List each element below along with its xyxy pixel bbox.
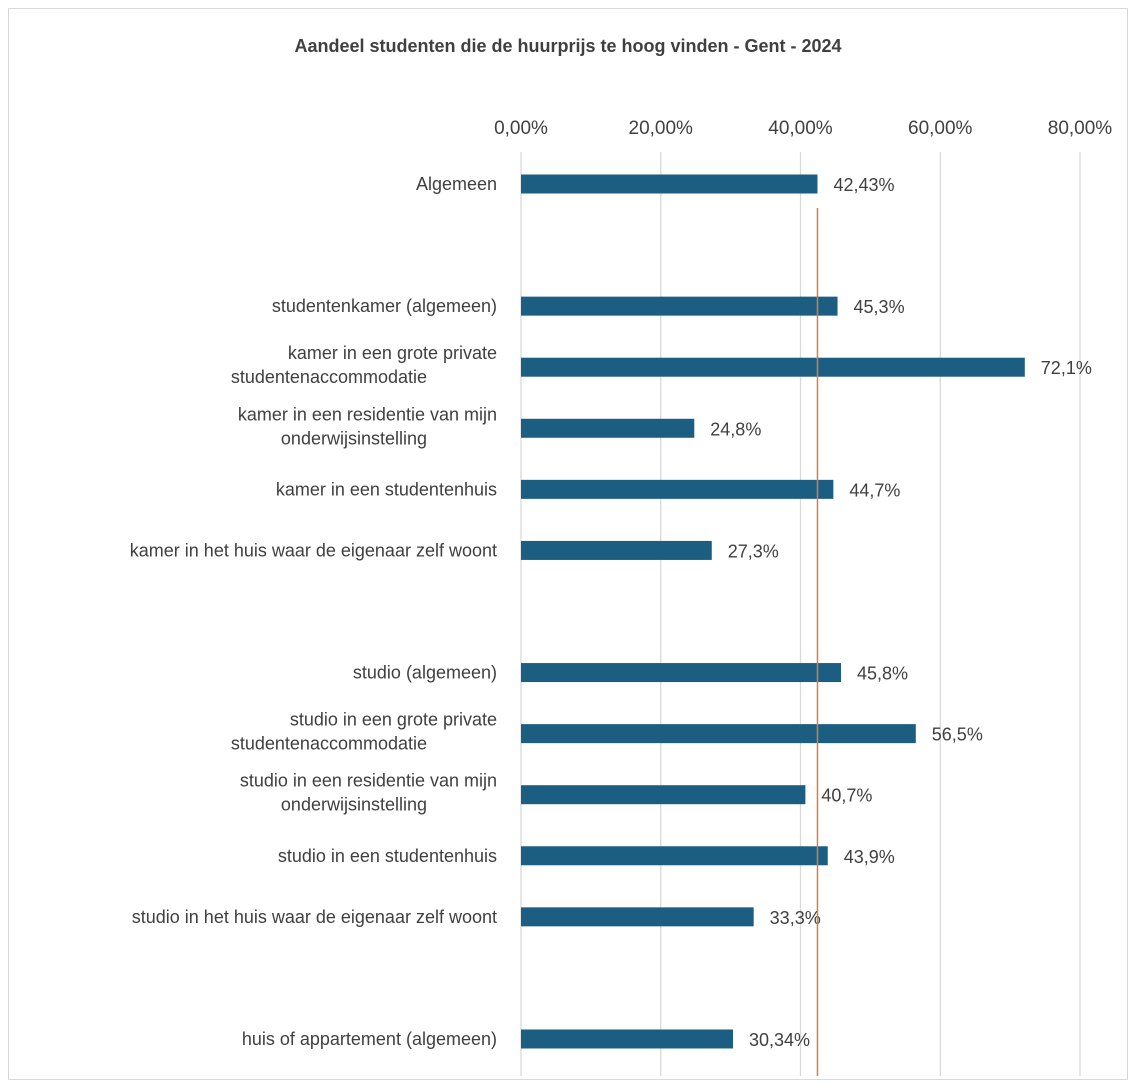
category-label: studio in een grote private studentenacco… (231, 710, 497, 754)
data-label: 24,8% (710, 419, 761, 439)
category-label: studio in het huis waar de eigenaar zelf… (132, 907, 497, 927)
data-label: 42,43% (833, 175, 894, 195)
category-labels: Algemeen studentenkamer (algemeen) kamer i… (130, 174, 497, 1049)
category-label: kamer in een residentie van mijn onderwij… (238, 404, 497, 448)
data-label: 44,7% (849, 480, 900, 500)
data-label: 56,5% (932, 725, 983, 745)
bar (521, 724, 916, 744)
data-label: 27,3% (728, 541, 779, 561)
category-label: Algemeen (416, 174, 497, 194)
x-tick-label: 20,00% (629, 118, 694, 139)
category-label: kamer in een studentenhuis (276, 479, 497, 499)
bar (521, 357, 1025, 377)
category-label: kamer in een grote private studentenaccom… (231, 343, 497, 387)
data-labels: 42,43% 45,3% 72,1% 24,8% 44,7% 27,3% 45,8% 56,5… (710, 175, 1092, 1050)
category-label: studio (algemeen) (353, 663, 497, 683)
bar (521, 846, 828, 866)
x-tick-label: 40,00% (768, 118, 833, 139)
category-label: huis of appartement (algemeen) (242, 1029, 497, 1049)
data-label: 40,7% (821, 786, 872, 806)
gridlines (520, 152, 1081, 1076)
chart-title: Aandeel studenten die de huurprijs te ho… (294, 36, 841, 56)
x-tick-label: 0,00% (494, 118, 548, 139)
bar (521, 479, 834, 499)
data-label: 45,3% (854, 297, 905, 317)
bar (521, 907, 754, 927)
data-label: 30,34% (749, 1030, 810, 1050)
category-label: studio in een studentenhuis (278, 846, 497, 866)
bar (521, 418, 695, 438)
x-tick-label: 60,00% (908, 118, 973, 139)
bar (521, 663, 842, 683)
bar (521, 296, 838, 316)
x-axis-ticks: 0,00% 20,00% 40,00% 60,00% 80,00% (494, 118, 1112, 139)
data-label: 43,9% (844, 847, 895, 867)
data-label: 72,1% (1041, 358, 1092, 378)
data-label: 45,8% (857, 664, 908, 684)
bar (521, 174, 818, 194)
bar (521, 540, 712, 560)
x-tick-label: 80,00% (1048, 118, 1113, 139)
data-label: 33,3% (770, 908, 821, 928)
category-label: studentenkamer (algemeen) (272, 296, 497, 316)
bar (521, 1029, 734, 1049)
category-label: studio in een residentie van mijn onderwi… (240, 771, 497, 815)
category-label: kamer in het huis waar de eigenaar zelf … (130, 540, 497, 560)
bar (521, 785, 806, 805)
